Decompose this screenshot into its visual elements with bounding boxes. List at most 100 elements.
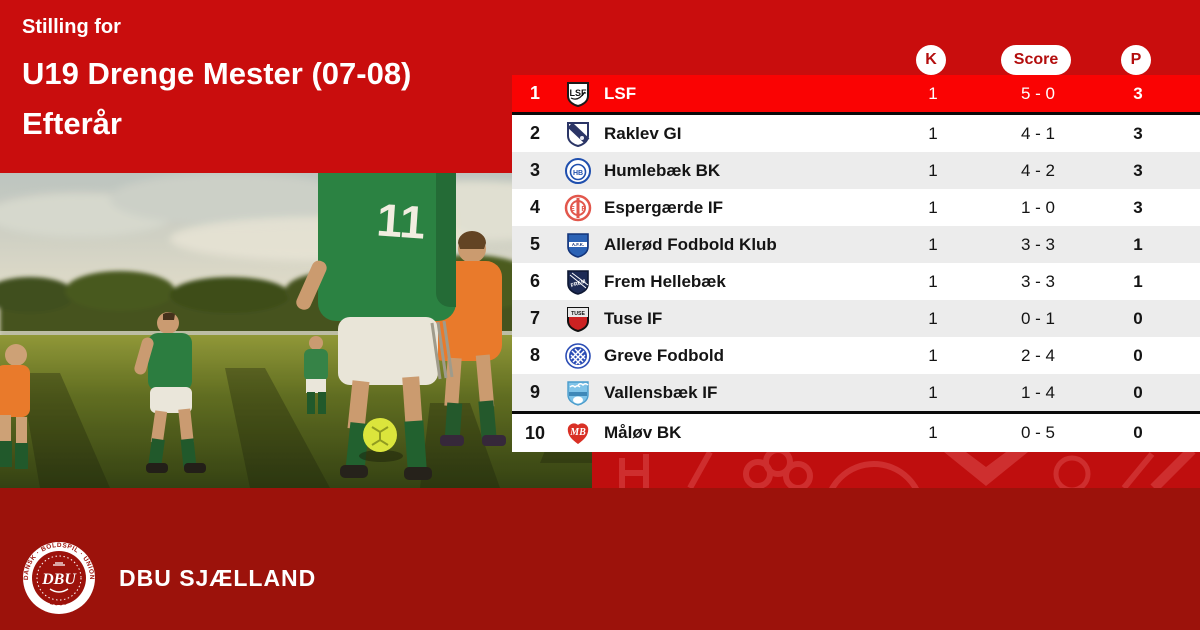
maaloev-bk-club-logo: MB [558,419,598,447]
team-name: Greve Fodbold [604,345,724,365]
position: 9 [529,382,540,402]
points: 0 [1133,345,1143,365]
team-name: Humlebæk BK [604,160,721,180]
goal-score: 1 - 4 [1020,382,1056,402]
position: 10 [524,422,546,443]
table-row: 1 LSF LSF 1 5 - 0 3 [512,75,1200,112]
table-row: 10 MB Måløv BK 1 0 - 5 0 [512,414,1200,452]
points: 3 [1133,123,1143,143]
goal-score: 1 - 0 [1020,197,1056,217]
svg-text:FREM: FREM [570,278,587,289]
lsf-club-logo: LSF [558,80,598,108]
vallensbaek-if-club-logo [558,379,598,407]
standings-table: K Score P 1 LSF LSF 1 5 - 0 3 2 Rak [512,45,1200,452]
goal-score: 3 - 3 [1020,271,1056,291]
crest-watermark-icon [619,452,1196,488]
frem-hellebaek-club-logo: FREM [558,268,598,296]
points: 1 [1133,234,1143,254]
goal-score: 4 - 2 [1020,160,1056,180]
title-line-2: Efterår [22,106,122,141]
team-name: Allerød Fodbold Klub [604,234,777,254]
column-header-k: K [916,45,946,75]
title-line-1: U19 Drenge Mester (07-08) [22,56,412,91]
goal-score: 0 - 1 [1020,308,1056,328]
team-name: LSF [604,83,637,103]
humlebaek-bk-club-logo: HB [558,157,598,185]
matches-played: 1 [928,382,938,402]
dbu-crest-icon: DANSK · BOLDSPIL · UNION · 1889 · DBU [23,542,95,614]
svg-text:TUSE: TUSE [571,311,585,317]
bottom-separator [512,411,1200,414]
team-name: Måløv BK [604,423,682,442]
leader-separator [512,112,1200,115]
matches-played: 1 [928,234,938,254]
points: 0 [1133,308,1143,328]
matches-played: 1 [928,83,938,103]
position: 6 [529,271,540,291]
table-header: K Score P [512,45,1200,75]
goal-score: 0 - 5 [1020,423,1056,442]
position: 2 [529,123,540,143]
svg-text:LSF: LSF [570,88,588,98]
matches-played: 1 [928,423,938,442]
field-photo: 11 [0,173,592,488]
goal-score: 2 - 4 [1020,345,1056,365]
team-name: Espergærde IF [604,197,724,217]
footer: DANSK · BOLDSPIL · UNION · 1889 · DBU DB… [22,541,316,615]
greve-fodbold-club-logo [558,342,598,370]
points: 0 [1133,423,1143,442]
svg-text:MB: MB [569,427,586,438]
matches-played: 1 [928,308,938,328]
team-name: Tuse IF [604,308,663,328]
team-name: Vallensbæk IF [604,382,718,402]
points: 0 [1133,382,1143,402]
table-row: 3 HB Humlebæk BK 1 4 - 2 3 [512,152,1200,189]
football-scene: 11 [0,173,592,488]
goal-score: 3 - 3 [1020,234,1056,254]
table-row: 8 Greve Fodbold 1 2 - 4 0 [512,337,1200,374]
jersey-number: 11 [375,193,427,248]
crest-center-text: DBU [41,571,77,588]
column-header-p: P [1121,45,1151,75]
position: 7 [529,308,540,328]
table-row: 7 TUSE Tuse IF 1 0 - 1 0 [512,300,1200,337]
matches-played: 1 [928,345,938,365]
position: 3 [529,160,540,180]
position: 8 [529,345,540,365]
points: 3 [1133,83,1143,103]
points: 3 [1133,197,1143,217]
goal-score: 4 - 1 [1020,123,1056,143]
svg-text:· 1889 ·: · 1889 · [43,597,75,608]
svg-text:A.F.K.: A.F.K. [572,242,584,247]
table-row: 2 Raklev GI 1 4 - 1 3 [512,115,1200,152]
column-header-score: Score [1001,45,1071,75]
position: 5 [529,234,540,254]
svg-text:E: E [570,206,575,213]
svg-text:HB: HB [573,170,583,177]
team-name: Raklev GI [604,123,682,143]
title-block: Stilling for U19 Drenge Mester (07-08) E… [22,16,411,149]
raklev-gi-club-logo [558,120,598,148]
team-name: Frem Hellebæk [604,271,726,291]
points: 3 [1133,160,1143,180]
espergaerde-if-club-logo: E F [558,194,598,222]
table-row: 4 E F Espergærde IF 1 1 - 0 3 [512,189,1200,226]
alleroed-fk-club-logo: A.F.K. [558,231,598,259]
org-name: DBU SJÆLLAND [119,564,317,591]
matches-played: 1 [928,123,938,143]
position: 1 [529,83,540,103]
position: 4 [529,197,540,217]
matches-played: 1 [928,197,938,217]
crest-watermark-band [592,452,1200,488]
points: 1 [1133,271,1143,291]
table-row: 9 Vallensbæk IF 1 1 - 4 0 [512,374,1200,411]
goal-score: 5 - 0 [1020,83,1056,103]
bottom-strip [0,488,1200,630]
table-row: 6 FREM Frem Hellebæk 1 3 - 3 1 [512,263,1200,300]
page-title: U19 Drenge Mester (07-08) Efterår [22,49,411,149]
matches-played: 1 [928,160,938,180]
tuse-if-club-logo: TUSE [558,305,598,333]
table-row: 5 A.F.K. Allerød Fodbold Klub 1 3 - 3 1 [512,226,1200,263]
svg-text:F: F [581,206,586,213]
crest-bottom-text: · 1889 · [43,597,74,608]
